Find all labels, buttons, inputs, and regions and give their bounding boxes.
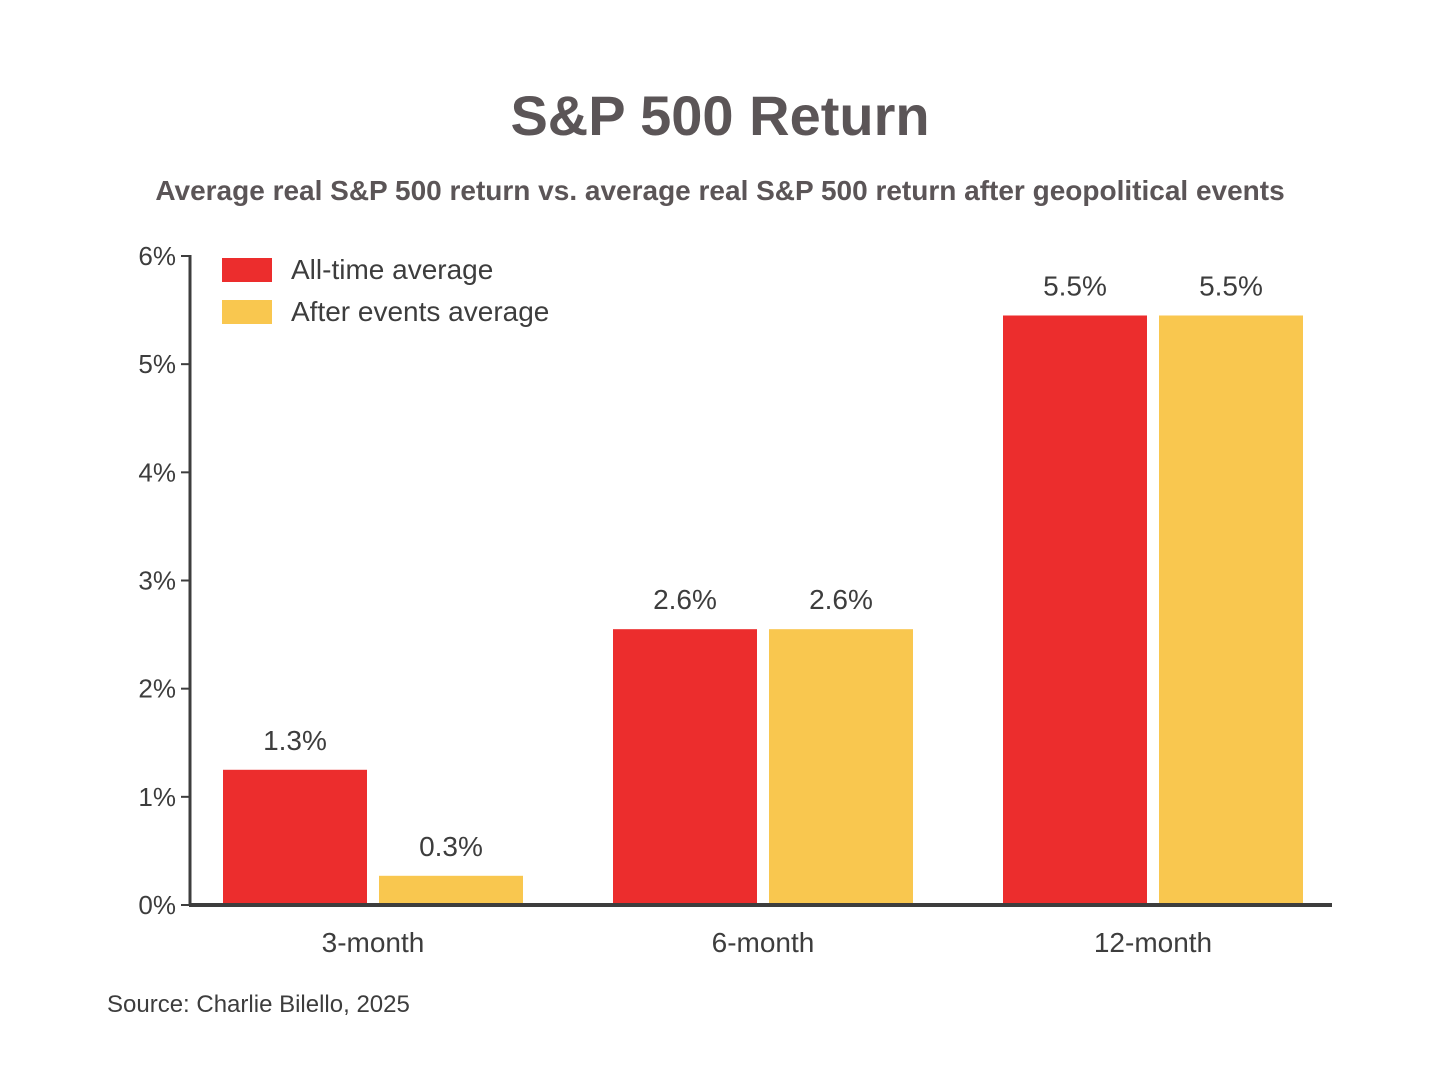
y-tick-label: 6% bbox=[138, 241, 176, 271]
x-axis: 3-month 6-month 12-month bbox=[189, 903, 1332, 958]
bar-after-events-6-month bbox=[769, 629, 913, 905]
legend-swatch bbox=[222, 258, 272, 282]
bars-group bbox=[223, 315, 1303, 905]
bar-value-label: 0.3% bbox=[419, 831, 483, 862]
chart-subtitle: Average real S&P 500 return vs. average … bbox=[155, 175, 1284, 206]
y-tick-label: 2% bbox=[138, 674, 176, 704]
legend: All-time average After events average bbox=[222, 254, 549, 327]
y-tick-label: 4% bbox=[138, 457, 176, 487]
legend-label: All-time average bbox=[291, 254, 493, 285]
bar-value-label: 2.6% bbox=[653, 584, 717, 615]
chart-title: S&P 500 Return bbox=[510, 84, 929, 147]
y-tick-label: 5% bbox=[138, 349, 176, 379]
legend-label: After events average bbox=[291, 296, 549, 327]
legend-swatch bbox=[222, 300, 272, 324]
x-category-label: 12-month bbox=[1094, 927, 1212, 958]
bar-value-label: 5.5% bbox=[1043, 270, 1107, 301]
bar-after-events-3-month bbox=[379, 875, 523, 905]
x-category-label: 6-month bbox=[712, 927, 815, 958]
bar-value-label: 2.6% bbox=[809, 584, 873, 615]
y-tick-label: 0% bbox=[138, 890, 176, 920]
source-note: Source: Charlie Bilello, 2025 bbox=[107, 991, 410, 1018]
bar-after-events-12-month bbox=[1159, 315, 1303, 905]
value-labels-group: 1.3% 0.3% 2.6% 2.6% 5.5% 5.5% bbox=[263, 270, 1263, 861]
y-axis: 0% 1% 2% 3% 4% 5% 6% bbox=[138, 241, 192, 920]
bar-value-label: 1.3% bbox=[263, 725, 327, 756]
bar-all-time-6-month bbox=[613, 629, 757, 905]
y-tick-label: 3% bbox=[138, 566, 176, 596]
x-category-label: 3-month bbox=[322, 927, 425, 958]
bar-all-time-12-month bbox=[1003, 315, 1147, 905]
y-tick-label: 1% bbox=[138, 782, 176, 812]
bar-all-time-3-month bbox=[223, 769, 367, 905]
bar-value-label: 5.5% bbox=[1199, 270, 1263, 301]
